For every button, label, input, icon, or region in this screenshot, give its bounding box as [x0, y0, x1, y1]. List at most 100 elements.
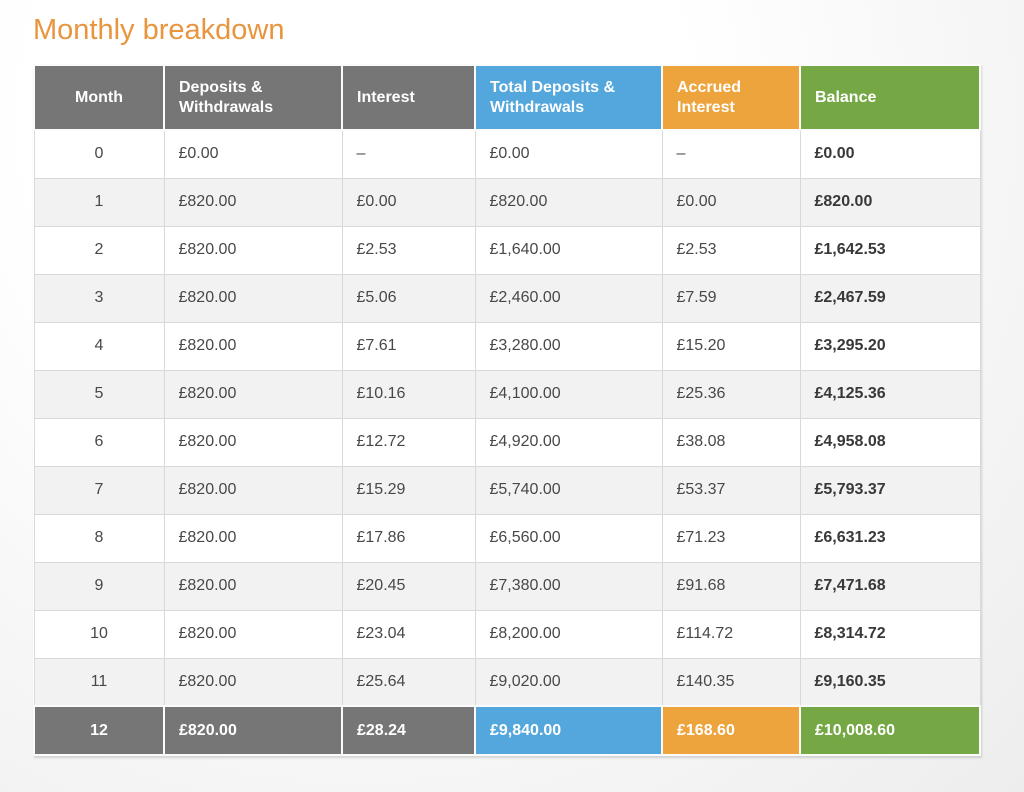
- table-row: 6 £820.00 £12.72 £4,920.00 £38.08 £4,958.08: [33, 417, 981, 467]
- cell-balance: £5,793.37: [799, 465, 981, 515]
- cell-deposits: £820.00: [163, 417, 343, 467]
- table-row: 2 £820.00 £2.53 £1,640.00 £2.53 £1,642.53: [33, 225, 981, 275]
- cell-deposits: £820.00: [163, 705, 343, 756]
- cell-deposits: £820.00: [163, 225, 343, 275]
- table-row-final: 12 £820.00 £28.24 £9,840.00 £168.60 £10,008.6…: [33, 705, 981, 756]
- cell-total: £0.00: [474, 129, 663, 179]
- cell-month: 7: [33, 465, 165, 515]
- cell-accrued: £7.59: [661, 273, 801, 323]
- cell-deposits: £820.00: [163, 657, 343, 707]
- table-row: 8 £820.00 £17.86 £6,560.00 £71.23 £6,631.23: [33, 513, 981, 563]
- cell-total: £1,640.00: [474, 225, 663, 275]
- monthly-breakdown-section: Month Deposits & Withdrawals Interest Total…: [33, 64, 991, 756]
- cell-interest: –: [341, 129, 476, 179]
- cell-balance: £9,160.35: [799, 657, 981, 707]
- cell-month: 12: [33, 705, 165, 756]
- cell-balance: £820.00: [799, 177, 981, 227]
- cell-total: £6,560.00: [474, 513, 663, 563]
- table-row: 7 £820.00 £15.29 £5,740.00 £53.37 £5,793.37: [33, 465, 981, 515]
- cell-accrued: £2.53: [661, 225, 801, 275]
- cell-total: £4,920.00: [474, 417, 663, 467]
- cell-total: £8,200.00: [474, 609, 663, 659]
- table-row: 3 £820.00 £5.06 £2,460.00 £7.59 £2,467.59: [33, 273, 981, 323]
- cell-month: 1: [33, 177, 165, 227]
- page-title: Monthly breakdown: [33, 14, 285, 46]
- cell-total: £3,280.00: [474, 321, 663, 371]
- cell-interest: £0.00: [341, 177, 476, 227]
- cell-balance: £0.00: [799, 129, 981, 179]
- cell-balance: £3,295.20: [799, 321, 981, 371]
- cell-accrued: £53.37: [661, 465, 801, 515]
- cell-month: 10: [33, 609, 165, 659]
- cell-deposits: £820.00: [163, 561, 343, 611]
- table-header: Month Deposits & Withdrawals Interest Total…: [33, 64, 981, 131]
- cell-total: £2,460.00: [474, 273, 663, 323]
- cell-deposits: £820.00: [163, 273, 343, 323]
- cell-total: £5,740.00: [474, 465, 663, 515]
- cell-accrued: £114.72: [661, 609, 801, 659]
- cell-total: £820.00: [474, 177, 663, 227]
- cell-deposits: £820.00: [163, 609, 343, 659]
- cell-balance: £7,471.68: [799, 561, 981, 611]
- column-header-month: Month: [33, 64, 165, 131]
- cell-deposits: £820.00: [163, 369, 343, 419]
- cell-month: 3: [33, 273, 165, 323]
- cell-interest: £2.53: [341, 225, 476, 275]
- table-row: 9 £820.00 £20.45 £7,380.00 £91.68 £7,471.68: [33, 561, 981, 611]
- cell-balance: £8,314.72: [799, 609, 981, 659]
- cell-total: £4,100.00: [474, 369, 663, 419]
- cell-interest: £7.61: [341, 321, 476, 371]
- cell-deposits: £820.00: [163, 321, 343, 371]
- cell-deposits: £820.00: [163, 513, 343, 563]
- cell-interest: £10.16: [341, 369, 476, 419]
- cell-interest: £17.86: [341, 513, 476, 563]
- cell-interest: £28.24: [341, 705, 476, 756]
- cell-accrued: –: [661, 129, 801, 179]
- cell-balance: £4,958.08: [799, 417, 981, 467]
- cell-accrued: £140.35: [661, 657, 801, 707]
- cell-interest: £20.45: [341, 561, 476, 611]
- cell-balance: £1,642.53: [799, 225, 981, 275]
- table-row: 1 £820.00 £0.00 £820.00 £0.00 £820.00: [33, 177, 981, 227]
- cell-balance: £2,467.59: [799, 273, 981, 323]
- cell-month: 2: [33, 225, 165, 275]
- cell-total: £9,840.00: [474, 705, 663, 756]
- cell-accrued: £38.08: [661, 417, 801, 467]
- table-header-row: Month Deposits & Withdrawals Interest Total…: [33, 64, 981, 131]
- cell-total: £9,020.00: [474, 657, 663, 707]
- cell-accrued: £15.20: [661, 321, 801, 371]
- column-header-interest: Interest: [341, 64, 476, 131]
- cell-month: 0: [33, 129, 165, 179]
- cell-month: 6: [33, 417, 165, 467]
- table-body: 0 £0.00– £0.00– £0.00 1 £820.00 £0.00 £820.00 £0…: [33, 129, 981, 756]
- column-header-accrued: Accrued Interest: [661, 64, 801, 131]
- table-row: 4 £820.00 £7.61 £3,280.00 £15.20 £3,295.20: [33, 321, 981, 371]
- cell-balance: £4,125.36: [799, 369, 981, 419]
- cell-accrued: £168.60: [661, 705, 801, 756]
- cell-interest: £23.04: [341, 609, 476, 659]
- cell-accrued: £0.00: [661, 177, 801, 227]
- cell-month: 11: [33, 657, 165, 707]
- cell-interest: £12.72: [341, 417, 476, 467]
- cell-accrued: £25.36: [661, 369, 801, 419]
- cell-month: 8: [33, 513, 165, 563]
- column-header-balance: Balance: [799, 64, 981, 131]
- cell-interest: £15.29: [341, 465, 476, 515]
- table-row: 0 £0.00– £0.00– £0.00: [33, 129, 981, 179]
- table-row: 10 £820.00 £23.04 £8,200.00 £114.72 £8,314.72: [33, 609, 981, 659]
- cell-interest: £25.64: [341, 657, 476, 707]
- cell-interest: £5.06: [341, 273, 476, 323]
- cell-accrued: £71.23: [661, 513, 801, 563]
- cell-accrued: £91.68: [661, 561, 801, 611]
- table-row: 11 £820.00 £25.64 £9,020.00 £140.35 £9,160.35: [33, 657, 981, 707]
- cell-month: 4: [33, 321, 165, 371]
- table-row: 5 £820.00 £10.16 £4,100.00 £25.36 £4,125.36: [33, 369, 981, 419]
- page: Monthly breakdown Month Deposits & Withdr…: [0, 13, 1024, 756]
- cell-month: 5: [33, 369, 165, 419]
- cell-deposits: £0.00: [163, 129, 343, 179]
- cell-deposits: £820.00: [163, 177, 343, 227]
- column-header-deposits: Deposits & Withdrawals: [163, 64, 343, 131]
- cell-balance: £10,008.60: [799, 705, 981, 756]
- cell-balance: £6,631.23: [799, 513, 981, 563]
- monthly-breakdown-table: Month Deposits & Withdrawals Interest Total…: [33, 64, 981, 756]
